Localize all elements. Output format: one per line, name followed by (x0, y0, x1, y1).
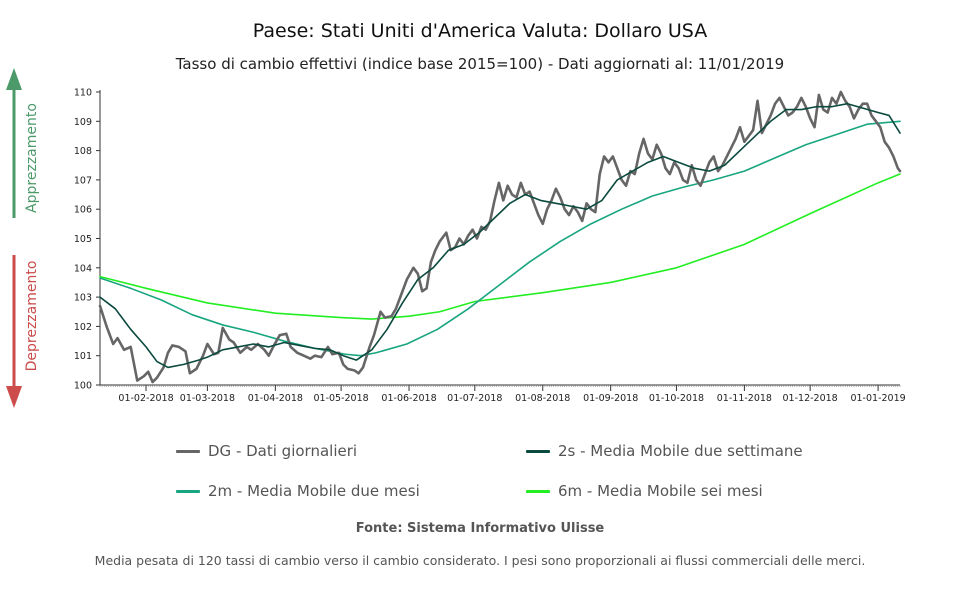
y-tick-label: 109 (74, 117, 92, 128)
legend-item-2m: 2m - Media Mobile due mesi (176, 482, 420, 500)
x-tick-label: 01-12-2018 (783, 393, 838, 404)
x-tick-label: 01-06-2018 (381, 393, 436, 404)
legend-label-dg: DG - Dati giornalieri (208, 442, 358, 460)
x-tick-label: 01-09-2018 (583, 393, 638, 404)
footnote-text: Media pesata di 120 tassi di cambio vers… (94, 553, 866, 568)
series-layer (98, 90, 902, 384)
apprezzamento-label: Apprezzamento (24, 103, 40, 213)
legend-label-2m: 2m - Media Mobile due mesi (208, 482, 420, 500)
legend-label-6m: 6m - Media Mobile sei mesi (558, 482, 763, 500)
x-tick-label: 01-02-2018 (118, 393, 173, 404)
chart-title: Paese: Stati Uniti d'America Valuta: Dol… (252, 20, 708, 42)
y-tick-label: 107 (74, 175, 92, 186)
y-tick-label: 103 (74, 293, 92, 304)
legend-label-2s: 2s - Media Mobile due settimane (558, 442, 803, 460)
side-arrows: Apprezzamento Deprezzamento (6, 68, 40, 408)
x-tick-label: 01-01-2019 (850, 393, 905, 404)
y-tick-label: 102 (74, 322, 92, 333)
legend-item-dg: DG - Dati giornalieri (176, 442, 357, 460)
legend-swatch-2s (526, 449, 550, 453)
legend-swatch-6m (526, 489, 550, 493)
x-tick-label: 01-10-2018 (649, 393, 704, 404)
series-dg-line (98, 90, 902, 384)
series-6m-line (99, 173, 901, 320)
y-tick-label: 108 (74, 146, 92, 157)
x-tick-label: 01-07-2018 (447, 393, 502, 404)
legend-swatch-2m (176, 489, 200, 493)
y-tick-label: 100 (74, 381, 92, 392)
legend-item-6m: 6m - Media Mobile sei mesi (526, 482, 763, 500)
y-tick-label: 106 (74, 205, 92, 216)
y-tick-label: 105 (74, 234, 92, 245)
legend-swatch-dg (176, 449, 200, 453)
y-tick-label: 101 (74, 351, 92, 362)
x-tick-label: 01-08-2018 (515, 393, 570, 404)
y-tick-label: 110 (74, 88, 92, 99)
down-arrow-icon (6, 386, 22, 408)
x-tick-label: 01-11-2018 (717, 393, 772, 404)
x-tick-label: 01-04-2018 (248, 393, 303, 404)
y-tick-label: 104 (74, 263, 92, 274)
chart-subtitle: Tasso di cambio effettivi (indice base 2… (175, 55, 785, 73)
series-2s-line (99, 102, 901, 369)
series-2m-line (99, 120, 901, 357)
x-tick-label: 01-05-2018 (313, 393, 368, 404)
legend-item-2s: 2s - Media Mobile due settimane (526, 442, 803, 460)
up-arrow-icon (6, 68, 22, 90)
source-text: Fonte: Sistema Informativo Ulisse (355, 521, 605, 536)
axes: 100 101 102 103 104 105 106 107 108 109 110 01-02-2… (74, 88, 906, 405)
x-tick-label: 01-03-2018 (180, 393, 235, 404)
deprezzamento-label: Deprezzamento (24, 261, 40, 372)
